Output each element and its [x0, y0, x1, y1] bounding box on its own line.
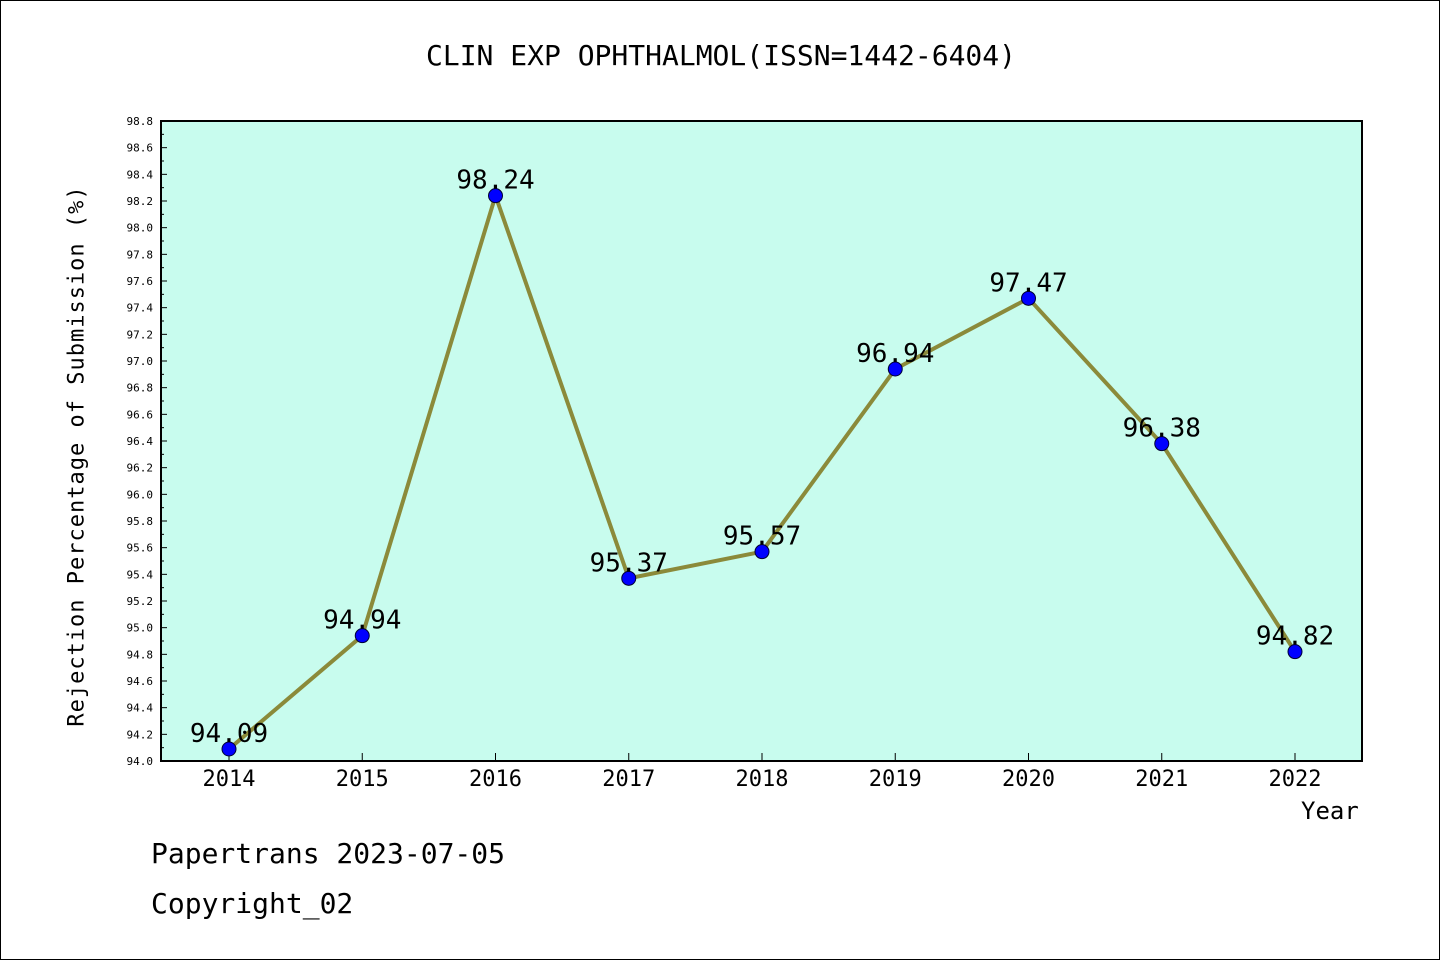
- y-tick-label: 96.8: [127, 382, 154, 395]
- x-tick-label: 2016: [469, 767, 522, 792]
- data-point-marker: [354, 628, 370, 644]
- y-tick-label: 96.2: [127, 462, 154, 475]
- y-tick-label: 94.0: [127, 755, 154, 768]
- data-label: 94.09: [190, 719, 268, 749]
- y-tick-label: 98.8: [127, 115, 154, 128]
- plot-border: [160, 120, 1363, 762]
- y-tick-label: 97.6: [127, 275, 154, 288]
- y-tick-label: 98.6: [127, 142, 154, 155]
- data-point-marker: [1154, 436, 1170, 452]
- x-tick-label: 2018: [736, 767, 789, 792]
- y-tick-label: 98.0: [127, 222, 154, 235]
- y-tick-label: 96.6: [127, 408, 154, 421]
- y-tick-label: 97.4: [127, 302, 154, 315]
- data-label: 97.47: [989, 268, 1067, 298]
- y-tick-label: 94.4: [127, 702, 154, 715]
- y-tick-label: 95.8: [127, 515, 154, 528]
- y-tick-label: 98.4: [127, 168, 154, 181]
- y-tick-label: 96.0: [127, 488, 154, 501]
- y-tick-label: 94.8: [127, 648, 154, 661]
- data-label: 96.38: [1123, 414, 1201, 444]
- footer-copyright: Copyright_02: [151, 887, 354, 920]
- y-tick-label: 95.2: [127, 595, 154, 608]
- chart-title: CLIN EXP OPHTHALMOL(ISSN=1442-6404): [425, 39, 1016, 72]
- data-label: 96.94: [856, 339, 934, 369]
- x-tick-label: 2020: [1002, 767, 1055, 792]
- y-tick-label: 94.2: [127, 728, 154, 741]
- x-tick-label: 2014: [203, 767, 256, 792]
- y-tick-label: 96.4: [127, 435, 154, 448]
- data-point-marker: [1021, 290, 1036, 306]
- y-tick-label: 95.4: [127, 568, 154, 581]
- y-tick-label: 98.2: [127, 195, 154, 208]
- x-tick-label: 2017: [602, 767, 655, 792]
- data-point-marker: [621, 570, 637, 586]
- y-tick-label: 97.0: [127, 355, 154, 368]
- y-tick-label: 97.8: [127, 248, 154, 261]
- footer-date: Papertrans 2023-07-05: [151, 837, 506, 870]
- x-tick-label: 2022: [1269, 767, 1322, 792]
- y-tick-label: 95.0: [127, 622, 154, 635]
- data-label: 95.37: [590, 548, 668, 578]
- x-tick-label: 2015: [336, 767, 389, 792]
- data-label: 98.24: [456, 166, 534, 196]
- data-point-marker: [754, 544, 770, 560]
- y-axis-label: Rejection Percentage of Submission (%): [64, 185, 90, 727]
- data-label: 95.57: [723, 522, 801, 552]
- data-point-marker: [221, 741, 237, 757]
- data-point-marker: [887, 361, 903, 377]
- data-label: 94.82: [1256, 622, 1334, 652]
- data-point-marker: [488, 188, 503, 204]
- x-axis-label: Year: [1301, 797, 1359, 825]
- data-label: 94.94: [323, 606, 401, 636]
- x-tick-label: 2021: [1135, 767, 1188, 792]
- x-tick-label: 2019: [869, 767, 922, 792]
- data-point-marker: [1287, 644, 1303, 660]
- y-tick-label: 97.2: [127, 328, 154, 341]
- y-tick-label: 95.6: [127, 542, 154, 555]
- y-tick-label: 94.6: [127, 675, 154, 688]
